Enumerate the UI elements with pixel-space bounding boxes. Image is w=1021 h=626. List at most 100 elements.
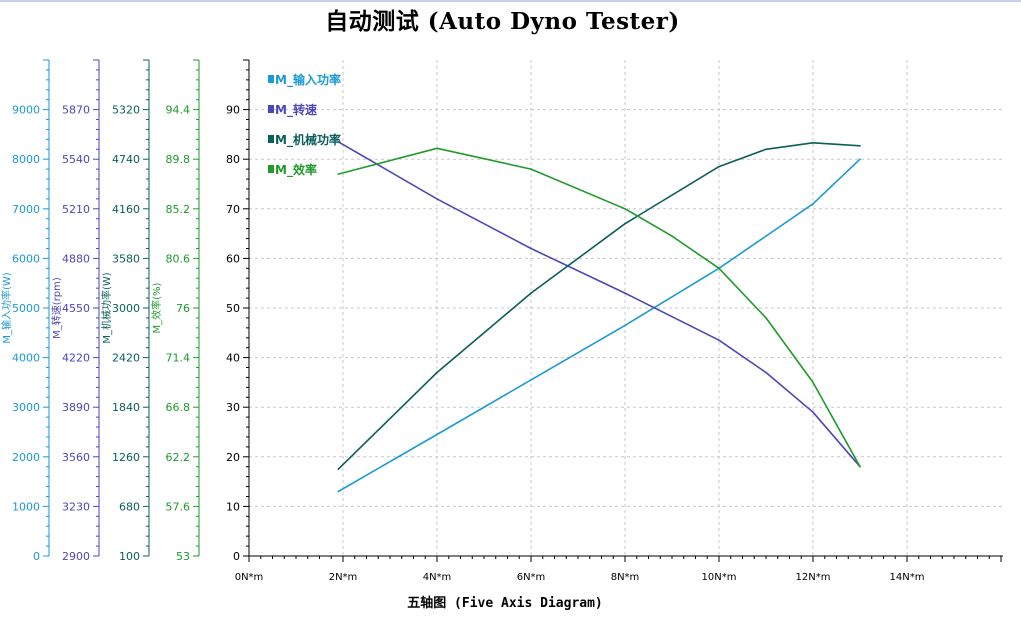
y-axis-tick-label: 3560 bbox=[62, 451, 90, 464]
y-axis-tick-label: 30 bbox=[226, 401, 240, 414]
series-point bbox=[337, 490, 340, 493]
series-point bbox=[624, 222, 626, 225]
x-axis: 0N*m 2N*m 4N*m 6N*m 8N*m 10N*m 12N*m 14N*m bbox=[235, 555, 1003, 583]
y-axis-tick-label: 94.4 bbox=[166, 104, 191, 117]
series-point bbox=[436, 147, 438, 150]
y-axis-tick-label: 680 bbox=[119, 500, 140, 513]
y-axis-tick-label: 3890 bbox=[62, 401, 90, 414]
series-point bbox=[337, 468, 340, 471]
y-axis-title: M_机械功率(W) bbox=[100, 272, 113, 343]
y-axis-title: M_输入功率(W) bbox=[0, 272, 13, 343]
y-axis-tick-label: 66.8 bbox=[166, 401, 191, 414]
legend-label: M_效率 bbox=[275, 162, 317, 178]
series-line-3 bbox=[337, 142, 861, 470]
y-axis-tick-label: 2420 bbox=[112, 352, 140, 365]
series-point bbox=[436, 433, 438, 436]
y-axis-tick-label: 8000 bbox=[12, 153, 40, 166]
series-point bbox=[530, 247, 532, 250]
y-axis-tick-label: 4550 bbox=[62, 302, 90, 315]
series-point bbox=[812, 411, 814, 413]
x-axis-tick-label: 0N*m bbox=[235, 572, 264, 583]
series-point bbox=[765, 235, 767, 237]
series-point bbox=[859, 465, 861, 468]
y-axis-tick-label: 40 bbox=[226, 352, 240, 365]
y-axis-tick-label: 3000 bbox=[12, 401, 40, 414]
series-point bbox=[812, 381, 814, 384]
legend-label: M_输入功率 bbox=[275, 72, 341, 88]
x-axis-tick-label: 2N*m bbox=[329, 572, 358, 583]
top-border bbox=[0, 0, 1021, 2]
y-axis-tick-label: 7000 bbox=[12, 203, 40, 216]
y-axis-tick-label: 90 bbox=[226, 104, 240, 117]
y-axis-tick-label: 100 bbox=[119, 550, 140, 563]
y-axis-tick-label: 5210 bbox=[62, 203, 90, 216]
y-axis-tick-label: 80 bbox=[226, 153, 240, 166]
y-axis-tick-label: 5540 bbox=[62, 153, 90, 166]
y-axis-tick-label: 4160 bbox=[112, 203, 140, 216]
series-point bbox=[718, 165, 720, 168]
x-axis-tick-label: 8N*m bbox=[611, 572, 640, 583]
x-axis-label: 五轴图 (Five Axis Diagram) bbox=[407, 595, 603, 611]
series-point bbox=[337, 173, 340, 175]
y-axis-tick-label: 80.6 bbox=[166, 252, 191, 265]
y-axis-tick-label: 10 bbox=[226, 500, 240, 513]
chart-title: 自动测试 (Auto Dyno Tester) bbox=[325, 8, 680, 35]
x-axis-tick-label: 6N*m bbox=[517, 572, 546, 583]
x-axis-tick-label: 12N*m bbox=[796, 572, 831, 583]
y-axis-tick-label: 71.4 bbox=[166, 352, 191, 365]
series-line-2 bbox=[337, 141, 861, 468]
y-axes: 0100020003000400050006000700080009000M_输… bbox=[0, 59, 250, 563]
series-point bbox=[765, 317, 767, 319]
series-point bbox=[812, 203, 814, 205]
y-axis-title: M_效率(%) bbox=[150, 282, 163, 333]
y-axis-tick-label: 53 bbox=[176, 550, 190, 563]
series-point bbox=[718, 267, 720, 270]
series-point bbox=[436, 371, 438, 374]
y-axis-tick-label: 0 bbox=[33, 550, 40, 563]
y-axis-tick-label: 4880 bbox=[62, 252, 90, 265]
y-axis-tick-label: 76 bbox=[176, 302, 190, 315]
legend-item: M_转速 bbox=[268, 102, 317, 118]
y-axis-tick-label: 3000 bbox=[112, 302, 140, 315]
series-point bbox=[859, 145, 861, 147]
x-axis-tick-label: 10N*m bbox=[702, 572, 737, 583]
x-axis-tick-label: 4N*m bbox=[423, 572, 452, 583]
legend-item: M_机械功率 bbox=[268, 132, 341, 148]
series-point bbox=[530, 292, 532, 294]
series-point bbox=[624, 208, 626, 210]
y-axis-tick-label: 60 bbox=[226, 252, 240, 265]
y-axis-tick-label: 1260 bbox=[112, 451, 140, 464]
y-axis-tick-label: 4000 bbox=[12, 352, 40, 365]
grid bbox=[249, 60, 1003, 556]
y-axis-tick-label: 85.2 bbox=[166, 203, 191, 216]
y-axis-tick-label: 50 bbox=[226, 302, 240, 315]
y-axis-tick-label: 1000 bbox=[12, 500, 40, 513]
series-line-1 bbox=[337, 158, 861, 493]
y-axis-tick-label: 5000 bbox=[12, 302, 40, 315]
y-axis-tick-label: 6000 bbox=[12, 252, 40, 265]
y-axis-tick-label: 4220 bbox=[62, 352, 90, 365]
series-point bbox=[812, 142, 814, 144]
y-axis-tick-label: 0 bbox=[233, 550, 240, 563]
y-axis-tick-label: 62.2 bbox=[166, 451, 191, 464]
y-axis-tick-label: 9000 bbox=[12, 104, 40, 117]
series-lines bbox=[337, 141, 861, 493]
legend-swatch bbox=[268, 165, 274, 173]
y-axis-tick-label: 89.8 bbox=[166, 153, 191, 166]
y-axis-tick-label: 3230 bbox=[62, 500, 90, 513]
legend-item: M_效率 bbox=[268, 162, 317, 178]
y-axis-tick-label: 5870 bbox=[62, 104, 90, 117]
series-point bbox=[530, 379, 532, 381]
legend-label: M_转速 bbox=[275, 102, 317, 118]
series-point bbox=[436, 198, 438, 200]
y-axis-tick-label: 4740 bbox=[112, 153, 140, 166]
legend: M_输入功率 M_转速 M_机械功率 M_效率 bbox=[268, 72, 341, 178]
series-point bbox=[624, 292, 626, 294]
series-point bbox=[859, 158, 861, 160]
series-point bbox=[671, 235, 673, 237]
y-axis-tick-label: 70 bbox=[226, 203, 240, 216]
y-axis-title: M_转速(rpm) bbox=[50, 277, 63, 339]
series-point bbox=[624, 324, 626, 327]
series-point bbox=[765, 371, 767, 374]
